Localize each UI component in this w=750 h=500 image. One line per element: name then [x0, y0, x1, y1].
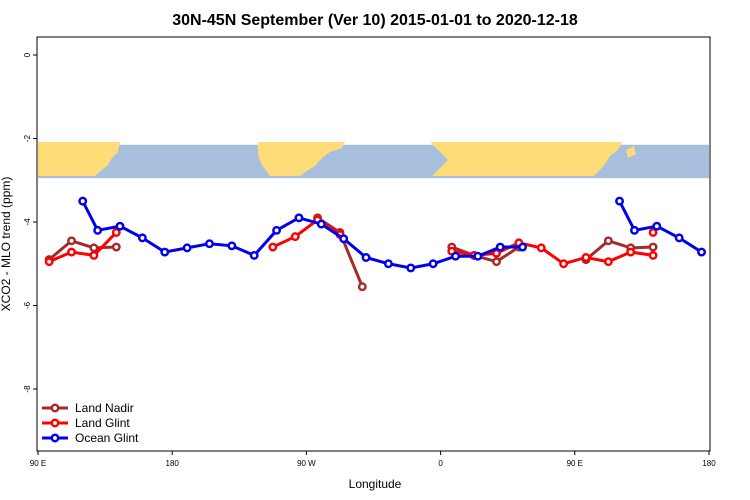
series-line	[48, 239, 117, 261]
legend-marker	[50, 418, 60, 428]
x-tick-label: 90 E	[30, 459, 46, 468]
data-point	[67, 247, 77, 257]
x-tick-label: 90 E	[567, 459, 583, 468]
x-axis-label: Longitude	[349, 477, 402, 491]
data-point	[357, 282, 367, 292]
data-point	[428, 259, 438, 269]
data-point	[89, 250, 99, 260]
data-point	[615, 196, 624, 206]
y-tick-label: -2	[23, 134, 32, 142]
data-point	[406, 263, 416, 273]
data-point	[492, 257, 501, 267]
series-line	[451, 245, 520, 264]
data-point	[473, 251, 483, 261]
data-point	[268, 242, 278, 252]
series-land-nadir	[44, 213, 658, 292]
data-point	[629, 225, 639, 235]
y-tick-label: -6	[23, 301, 32, 309]
data-point	[137, 233, 147, 243]
series-line	[272, 218, 341, 249]
data-point	[339, 234, 349, 244]
legend-label: Ocean Glint	[75, 431, 139, 445]
data-point	[93, 225, 103, 235]
series-layer	[44, 196, 706, 292]
y-tick-label: -4	[23, 218, 32, 226]
data-point	[182, 243, 192, 253]
data-point	[383, 259, 393, 269]
legend-marker	[50, 403, 60, 413]
y-tick-label: 0	[23, 52, 32, 57]
data-point	[648, 250, 658, 260]
data-point	[518, 242, 528, 252]
data-point	[626, 247, 636, 257]
data-point	[451, 251, 460, 261]
x-tick-label: 180	[166, 459, 180, 468]
data-point	[603, 236, 613, 246]
data-point	[89, 243, 99, 253]
data-point	[495, 242, 505, 252]
x-axis: 90 E 180 90 W 0 90 E 180	[30, 451, 716, 468]
data-point	[559, 259, 569, 269]
data-point	[674, 233, 684, 243]
series-ocean-glint	[78, 196, 706, 273]
x-tick-label: 180	[702, 459, 716, 468]
data-point	[581, 253, 591, 262]
map-land	[38, 142, 636, 176]
data-point	[111, 227, 121, 237]
data-point	[272, 225, 282, 235]
chart-title: 30N-45N September (Ver 10) 2015-01-01 to…	[172, 12, 578, 29]
data-point	[249, 250, 259, 260]
plot-frame	[36, 36, 711, 452]
data-point	[697, 247, 706, 257]
data-point	[648, 227, 658, 237]
data-point	[603, 257, 613, 267]
data-point	[115, 221, 125, 231]
legend-marker	[50, 433, 60, 443]
y-tick-label: -8	[23, 385, 32, 393]
data-point	[67, 236, 77, 246]
data-point	[160, 247, 170, 257]
data-point	[652, 221, 662, 231]
x-tick-label: 90 W	[297, 459, 316, 468]
legend-label: Land Nadir	[75, 401, 134, 415]
data-point	[536, 243, 546, 253]
data-point	[78, 196, 88, 206]
data-point	[316, 219, 326, 229]
data-point	[294, 213, 304, 223]
data-point	[648, 242, 658, 252]
legend-label: Land Glint	[75, 416, 130, 430]
data-point	[290, 232, 300, 242]
series-line	[48, 231, 118, 264]
data-point	[205, 239, 214, 249]
y-axis-label: XCO2 - MLO trend (ppm)	[0, 177, 13, 312]
y-axis: 0 -2 -4 -6 -8	[23, 52, 37, 393]
data-point	[44, 257, 54, 267]
world-map-strip	[38, 142, 709, 179]
series-line	[585, 239, 654, 261]
data-point	[227, 241, 237, 251]
data-point	[111, 242, 121, 252]
data-point	[361, 253, 371, 262]
x-tick-label: 0	[438, 459, 443, 468]
